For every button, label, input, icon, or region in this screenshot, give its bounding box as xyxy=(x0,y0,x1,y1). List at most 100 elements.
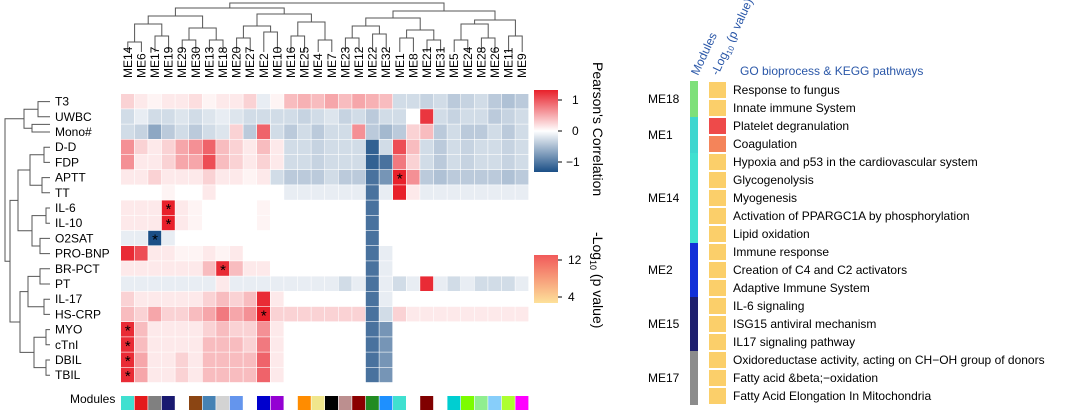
heatmap-cell xyxy=(148,124,162,139)
heatmap-cell xyxy=(393,246,406,261)
heatmap-cell xyxy=(365,124,379,139)
heatmap-cell xyxy=(202,367,216,383)
heatmap-cell xyxy=(121,352,134,367)
heatmap-cell xyxy=(338,352,352,367)
heatmap-cell xyxy=(202,306,216,322)
heatmap-cell xyxy=(488,139,502,155)
heatmap-cell xyxy=(216,185,230,200)
heatmap-cell xyxy=(257,200,270,215)
heatmap-cell xyxy=(433,215,447,231)
heatmap-cell xyxy=(161,109,175,124)
module-color-swatch xyxy=(433,396,447,410)
heatmap-cell xyxy=(311,200,325,215)
dendro-branch xyxy=(365,17,421,30)
heatmap-cell xyxy=(338,109,352,124)
heatmap-cell xyxy=(202,352,216,367)
row-dendrogram xyxy=(4,101,50,376)
module-color-swatch xyxy=(325,396,338,410)
heatmap-cell xyxy=(202,170,216,185)
heatmap-cell xyxy=(352,261,366,276)
heatmap-cell xyxy=(161,230,175,246)
column-label: ME30 xyxy=(189,46,203,78)
heatmap-cell xyxy=(311,170,325,185)
heatmap-cell xyxy=(175,185,189,200)
heatmap-cell xyxy=(501,306,515,322)
module-color-swatch xyxy=(284,396,298,410)
heatmap-cell xyxy=(461,276,474,291)
heatmap-cell xyxy=(325,306,338,322)
heatmap-cell xyxy=(297,246,311,261)
heatmap-cell xyxy=(420,94,434,109)
heatmap-cell xyxy=(461,367,474,383)
significance-stars: ********** xyxy=(125,171,403,386)
column-label: ME26 xyxy=(488,46,502,78)
heatmap-cell xyxy=(406,322,420,337)
row-label: TBIL xyxy=(55,368,81,382)
heatmap-cell xyxy=(365,352,379,367)
heatmap-cell xyxy=(202,322,216,337)
heatmap-cell xyxy=(148,185,162,200)
heatmap-cell xyxy=(311,154,325,170)
dendro-branch xyxy=(23,108,38,129)
dendro-branch xyxy=(37,101,50,118)
heatmap-cell xyxy=(474,306,488,322)
heatmap-cell xyxy=(148,170,162,185)
heatmap-cell xyxy=(365,306,379,322)
heatmap-cell xyxy=(515,246,529,261)
heatmap-cell xyxy=(121,215,134,231)
heatmap-cell xyxy=(474,215,488,231)
heatmap-cell xyxy=(284,261,298,276)
heatmap-cell xyxy=(121,337,134,352)
heatmap-cell xyxy=(229,352,243,367)
heatmap-cell xyxy=(501,185,515,200)
heatmap-cell xyxy=(433,337,447,352)
row-label: IL-6 xyxy=(55,201,76,215)
heatmap-cell xyxy=(216,109,230,124)
heatmap-cell xyxy=(216,139,230,155)
column-label: ME6 xyxy=(134,53,148,78)
heatmap-cell xyxy=(447,367,461,383)
row-label: O2SAT xyxy=(55,231,94,245)
row-label: HS-CRP xyxy=(55,307,101,321)
heatmap-cell xyxy=(297,124,311,139)
heatmap-cell xyxy=(515,109,529,124)
pvalue-swatch xyxy=(709,352,726,368)
heatmap-cell xyxy=(121,291,134,307)
heatmap-cell xyxy=(297,230,311,246)
heatmap-cell xyxy=(257,124,270,139)
pvalue-swatch xyxy=(709,298,726,314)
heatmap-cell xyxy=(257,367,270,383)
heatmap-cell xyxy=(406,94,420,109)
heatmap-cell xyxy=(189,200,202,215)
correlation-legend-title: Pearson's Correlation xyxy=(590,62,606,196)
heatmap-cell xyxy=(447,306,461,322)
heatmap-cell xyxy=(257,261,270,276)
pvalue-swatch xyxy=(709,154,726,170)
heatmap-cell xyxy=(393,185,406,200)
heatmap-cell xyxy=(338,291,352,307)
dendro-branch xyxy=(317,39,333,52)
heatmap-cell xyxy=(461,124,474,139)
heatmap-cell xyxy=(433,322,447,337)
heatmap-cell xyxy=(461,200,474,215)
column-label: ME32 xyxy=(379,46,393,78)
heatmap-cell xyxy=(270,200,284,215)
pathway-term: Platelet degranulation xyxy=(733,119,849,133)
heatmap-cell xyxy=(270,185,284,200)
heatmap-cell xyxy=(243,306,257,322)
heatmap-cell xyxy=(393,322,406,337)
heatmap-cell xyxy=(257,215,270,231)
heatmap-cell xyxy=(257,291,270,307)
module-color-swatch xyxy=(161,396,175,410)
heatmap-cell xyxy=(134,230,148,246)
heatmap-cell xyxy=(379,246,393,261)
pathway-term: Oxidoreductase activity, acting on CH−OH… xyxy=(733,353,1045,367)
heatmap-cell xyxy=(447,185,461,200)
significance-star: * xyxy=(261,307,267,324)
heatmap-cell xyxy=(420,109,434,124)
heatmap-cell xyxy=(352,306,366,322)
heatmap-cell xyxy=(420,276,434,291)
column-label: ME25 xyxy=(298,46,312,78)
pathway-term: Activation of PPARGC1A by phosphorylatio… xyxy=(733,209,970,223)
heatmap-cell xyxy=(189,261,202,276)
